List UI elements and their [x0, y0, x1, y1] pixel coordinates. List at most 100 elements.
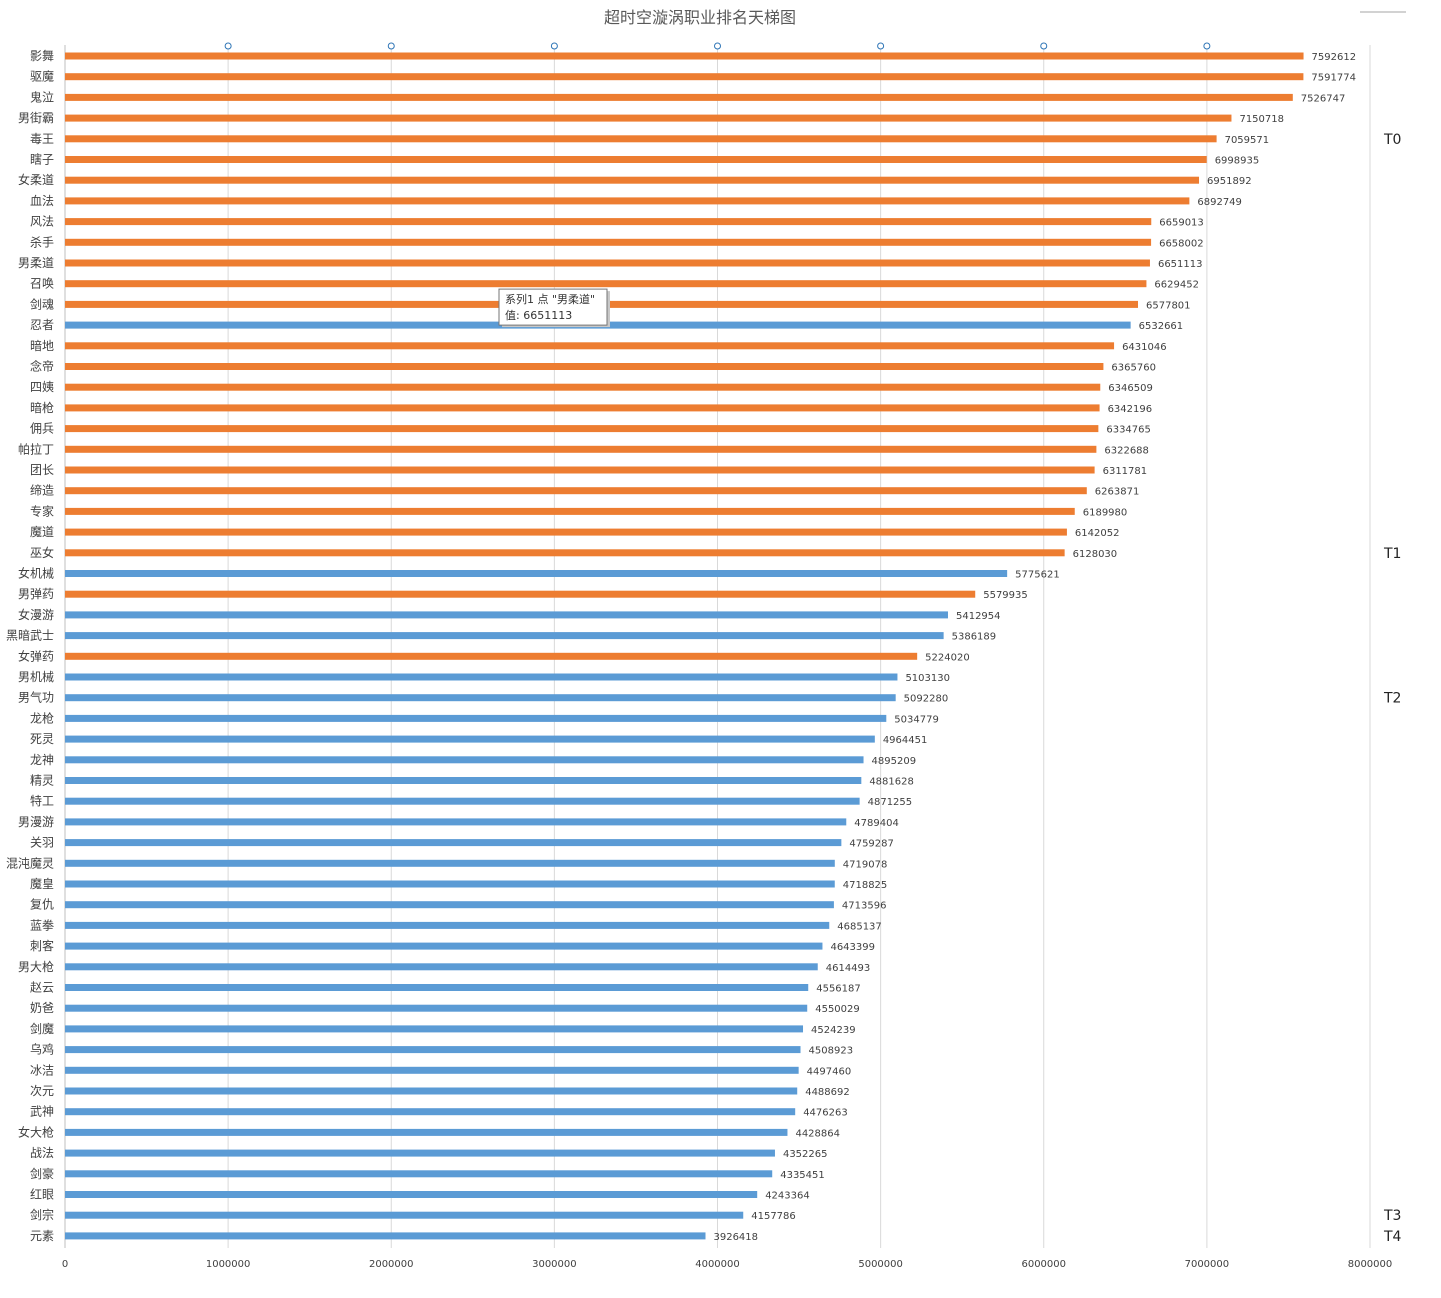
bar[interactable] [65, 1066, 799, 1074]
x-tick-label: 5000000 [858, 1259, 903, 1270]
data-label: 6365760 [1111, 363, 1156, 374]
tier-label: T1 [1383, 546, 1401, 562]
chart-title: 超时空漩涡职业排名天梯图 [604, 8, 796, 27]
bar[interactable] [65, 797, 860, 805]
bar[interactable] [65, 238, 1152, 246]
category-label: 战法 [30, 1146, 54, 1160]
bar[interactable] [65, 218, 1152, 226]
bar[interactable] [65, 818, 847, 826]
data-label: 6189980 [1083, 507, 1128, 518]
category-label: 暗枪 [30, 400, 54, 415]
data-label: 6532661 [1139, 321, 1184, 332]
bar[interactable] [65, 73, 1304, 81]
bar[interactable] [65, 383, 1101, 391]
data-label: 4789404 [854, 818, 899, 829]
category-label: 专家 [30, 503, 54, 518]
bar[interactable] [65, 342, 1115, 350]
bar[interactable] [65, 1128, 788, 1136]
bar[interactable] [65, 1004, 808, 1012]
data-label: 4871255 [868, 797, 913, 808]
bar[interactable] [65, 590, 976, 598]
x-tick-label: 1000000 [206, 1259, 251, 1270]
bar[interactable] [65, 714, 887, 722]
data-label: 4550029 [815, 1004, 860, 1015]
bar[interactable] [65, 425, 1099, 433]
bar[interactable] [65, 1087, 798, 1095]
bar[interactable] [65, 487, 1087, 495]
bar[interactable] [65, 611, 948, 619]
data-label: 4718825 [843, 880, 888, 891]
bar[interactable] [65, 404, 1100, 412]
bar[interactable] [65, 673, 898, 681]
bar[interactable] [65, 549, 1065, 557]
bar[interactable] [65, 942, 823, 950]
category-label: 魔道 [30, 524, 54, 539]
category-label: 男街霸 [18, 111, 54, 125]
bar[interactable] [65, 466, 1095, 474]
bar[interactable] [65, 570, 1008, 577]
bar[interactable] [65, 756, 864, 764]
bar[interactable] [65, 197, 1190, 205]
bar[interactable] [65, 1170, 773, 1178]
category-label: 帕拉丁 [18, 441, 54, 456]
bar[interactable] [65, 694, 896, 702]
data-label: 4428864 [795, 1128, 840, 1139]
bar[interactable] [65, 1025, 804, 1033]
category-label: 红眼 [30, 1187, 54, 1202]
data-label: 4964451 [883, 735, 928, 746]
data-label: 4352265 [783, 1149, 828, 1160]
category-label: 巫女 [30, 545, 54, 560]
category-label: 元素 [30, 1229, 54, 1243]
bar[interactable] [65, 280, 1147, 288]
bar[interactable] [65, 135, 1217, 143]
bar[interactable] [65, 156, 1207, 163]
tier-label: T4 [1383, 1229, 1402, 1245]
bar[interactable] [65, 445, 1097, 453]
x-tick-label: 0 [62, 1259, 68, 1270]
data-label: 5224020 [925, 652, 970, 663]
bar[interactable] [65, 1108, 796, 1116]
bar[interactable] [65, 1149, 775, 1157]
bar[interactable] [65, 839, 842, 847]
category-label: 男弹药 [18, 587, 54, 601]
data-label: 3926418 [713, 1232, 758, 1243]
bar[interactable] [65, 632, 944, 640]
gridline-marker [1040, 42, 1048, 50]
bar[interactable] [65, 1211, 744, 1219]
data-label: 7526747 [1301, 93, 1346, 104]
category-label: 女机械 [18, 566, 54, 581]
category-label: 黑暗武士 [6, 628, 54, 643]
bar[interactable] [65, 176, 1200, 184]
bar[interactable] [65, 93, 1293, 101]
bar[interactable] [65, 735, 875, 743]
bar[interactable] [65, 259, 1150, 267]
bar[interactable] [65, 880, 835, 888]
category-label: 缔造 [30, 483, 54, 498]
bar[interactable] [65, 114, 1232, 122]
tooltip-box [498, 288, 608, 326]
bar[interactable] [65, 921, 830, 929]
category-label: 男大枪 [18, 959, 54, 974]
bar[interactable] [65, 528, 1067, 536]
category-label: 影舞 [30, 49, 54, 63]
data-label: 7059571 [1225, 135, 1270, 146]
data-label: 6998935 [1215, 156, 1260, 167]
data-label: 6577801 [1146, 300, 1191, 311]
bar[interactable] [65, 507, 1075, 515]
category-label: 武神 [30, 1105, 54, 1119]
bar[interactable] [65, 652, 918, 660]
bar[interactable] [65, 859, 835, 867]
data-label: 4476263 [803, 1108, 848, 1119]
bar[interactable] [65, 777, 862, 784]
category-label: 毒王 [30, 132, 54, 146]
gridline-marker [387, 42, 395, 50]
bar[interactable] [65, 363, 1104, 370]
bar[interactable] [65, 1046, 801, 1054]
bar[interactable] [65, 901, 834, 909]
bar[interactable] [65, 1232, 706, 1240]
data-label: 6142052 [1075, 528, 1120, 539]
bar[interactable] [65, 963, 818, 971]
bar[interactable] [65, 52, 1304, 60]
bar[interactable] [65, 1191, 758, 1198]
bar[interactable] [65, 984, 809, 991]
